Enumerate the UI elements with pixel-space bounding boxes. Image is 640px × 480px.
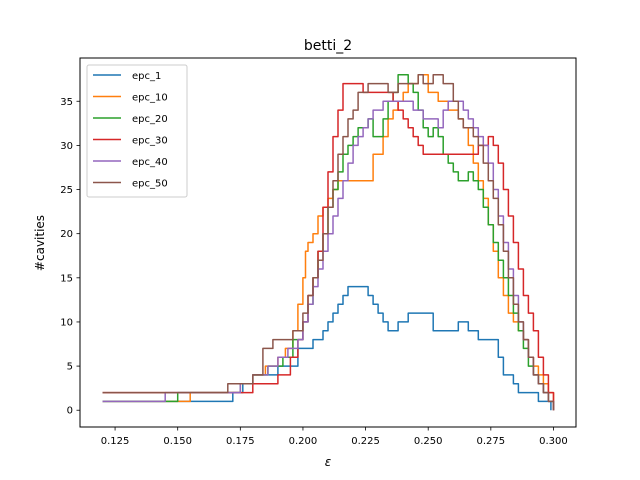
legend-label: epc_30 <box>132 136 168 147</box>
x-tick-label: 0.150 <box>163 436 192 447</box>
legend-label: epc_10 <box>132 93 168 104</box>
x-tick-label: 0.175 <box>226 436 255 447</box>
series-line-epc-40 <box>102 100 555 411</box>
y-tick-label: 20 <box>60 229 73 240</box>
y-tick-label: 35 <box>60 97 73 108</box>
legend-label: epc_20 <box>132 114 168 125</box>
x-axis-label: ε <box>325 455 332 469</box>
plot-area-frame <box>79 57 577 428</box>
series-line-epc-1 <box>102 285 552 411</box>
x-tick-label: 0.200 <box>289 436 318 447</box>
y-tick-label: 30 <box>60 141 73 152</box>
x-tick-label: 0.250 <box>414 436 443 447</box>
legend-label: epc_50 <box>132 179 168 190</box>
x-tick-label: 0.275 <box>477 436 506 447</box>
y-axis-ticks: 0 5 10 15 20 25 30 35 <box>60 97 80 417</box>
legend-label: epc_1 <box>132 71 161 82</box>
chart-title: betti_2 <box>304 38 352 54</box>
y-tick-label: 5 <box>67 362 73 373</box>
series-line-epc-50 <box>102 74 555 411</box>
series-layer <box>102 74 555 411</box>
x-tick-label: 0.125 <box>101 436 130 447</box>
y-axis-label: #cavities <box>33 215 47 271</box>
y-tick-label: 15 <box>60 273 73 284</box>
x-tick-label: 0.225 <box>351 436 380 447</box>
y-tick-label: 25 <box>60 185 73 196</box>
legend-label: epc_40 <box>132 157 168 168</box>
y-tick-label: 0 <box>67 406 73 417</box>
x-axis-ticks: 0.125 0.150 0.175 0.200 0.225 0.250 0.275 0.300 <box>101 427 568 447</box>
legend-frame <box>86 64 188 198</box>
x-tick-label: 0.300 <box>539 436 568 447</box>
legend: epc_1 epc_10 epc_20 epc_30 epc_40 epc_50 <box>86 64 188 198</box>
y-tick-label: 10 <box>60 317 73 328</box>
